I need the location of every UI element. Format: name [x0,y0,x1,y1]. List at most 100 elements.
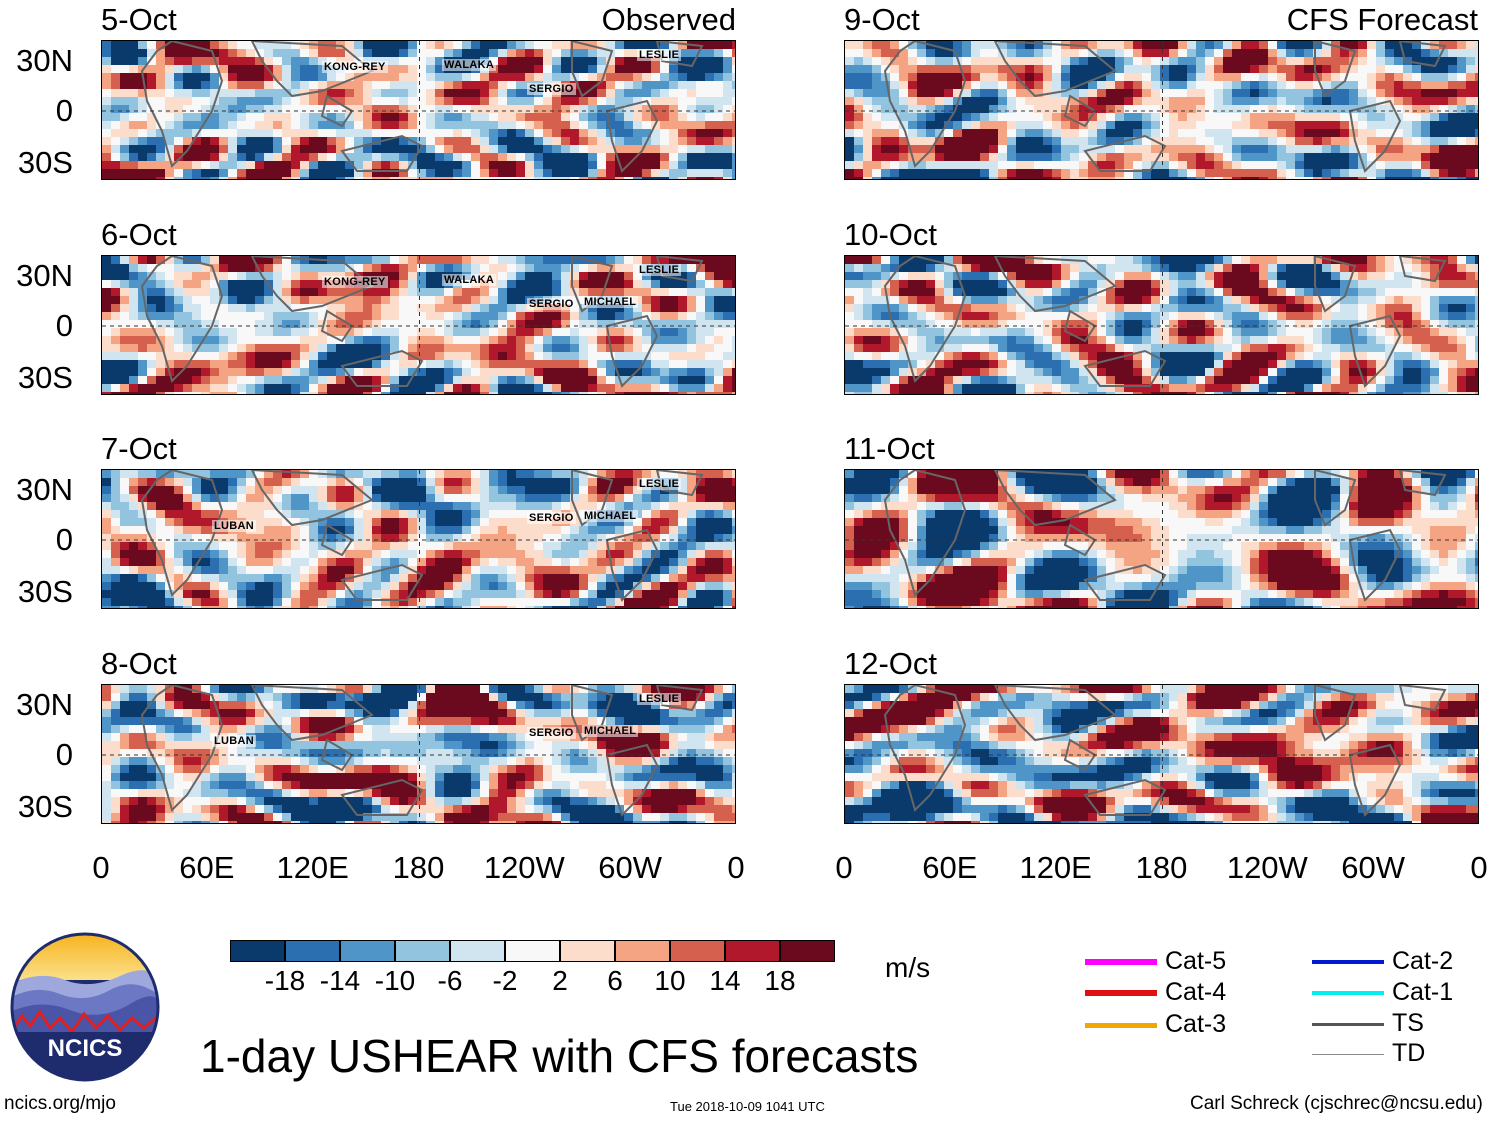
shear-cell [1079,161,1089,170]
shear-cell [1376,328,1386,337]
shear-cell [678,161,688,170]
shear-cell [1232,105,1242,114]
shear-cell [1457,280,1467,289]
shear-cell [372,344,382,353]
shear-cell [1466,264,1476,273]
shear-cell [120,129,130,138]
shear-cell [881,41,891,50]
shear-cell [597,177,607,179]
shear-cell [120,113,130,122]
shear-cell [183,384,193,393]
shear-cell [1376,65,1386,74]
shear-cell [417,137,427,146]
shear-cell [660,336,670,345]
shear-cell [1169,272,1179,281]
shear-cell [183,328,193,337]
shear-cell [1268,344,1278,353]
shear-cell [570,137,580,146]
shear-cell [444,368,454,377]
shear-cell [1178,169,1188,178]
shear-cell [1160,296,1170,305]
shear-cell [1232,336,1242,345]
shear-cell [1259,145,1269,154]
shear-cell [570,65,580,74]
shear-cell [1421,145,1431,154]
shear-cell [255,177,265,179]
shear-cell [935,41,945,50]
shear-cell [264,73,274,82]
shear-cell [516,137,526,146]
shear-cell [723,137,733,146]
shear-cell [165,344,175,353]
shear-cell [845,360,855,369]
shear-cell [1178,328,1188,337]
shear-cell [516,360,526,369]
shear-cell [732,81,735,90]
shear-cell [1421,328,1431,337]
shear-cell [525,312,535,321]
shear-cell [615,129,625,138]
shear-cell [246,73,256,82]
shear-cell [309,384,319,393]
shear-cell [354,121,364,130]
shear-cell [642,280,652,289]
shear-cell [881,121,891,130]
shear-cell [471,304,481,313]
shear-cell [201,288,211,297]
shear-cell [696,153,706,162]
shear-cell [408,65,418,74]
shear-cell [1070,177,1080,179]
shear-cell [1124,360,1134,369]
shear-cell [534,137,544,146]
shear-cell [273,177,283,179]
shear-cell [471,161,481,170]
shear-cell [372,89,382,98]
shear-cell [1043,161,1053,170]
shear-cell [696,81,706,90]
shear-cell [129,376,139,385]
shear-cell [1070,145,1080,154]
shear-cell [498,137,508,146]
shear-cell [953,145,963,154]
shear-cell [1268,153,1278,162]
shear-cell [687,328,697,337]
shear-cell [980,368,990,377]
shear-cell [237,368,247,377]
shear-cell [881,264,891,273]
shear-cell [1349,368,1359,377]
shear-cell [345,121,355,130]
shear-cell [534,392,544,394]
shear-cell [854,137,864,146]
shear-cell [336,384,346,393]
shear-cell [1214,288,1224,297]
shear-cell [462,368,472,377]
shear-cell [138,153,148,162]
shear-cell [1304,320,1314,329]
shear-cell [471,392,481,394]
observed-header: Observed [601,2,736,37]
shear-cell [1421,65,1431,74]
shear-cell [102,296,112,305]
shear-cell [1070,121,1080,130]
shear-cell [156,368,166,377]
shear-cell [354,97,364,106]
shear-cell [1097,161,1107,170]
shear-cell [597,272,607,281]
shear-cell [165,73,175,82]
shear-cell [1295,81,1305,90]
shear-cell [1403,137,1413,146]
shear-cell [863,376,873,385]
shear-cell [633,280,643,289]
shear-cell [1313,137,1323,146]
shear-cell [1403,65,1413,74]
shear-cell [552,368,562,377]
shear-cell [219,392,229,394]
shear-cell [1349,272,1359,281]
shear-cell [917,360,927,369]
shear-cell [1304,376,1314,385]
shear-cell [962,113,972,122]
shear-cell [570,153,580,162]
shear-cell [899,280,909,289]
shear-cell [1412,105,1422,114]
shear-cell [1322,145,1332,154]
